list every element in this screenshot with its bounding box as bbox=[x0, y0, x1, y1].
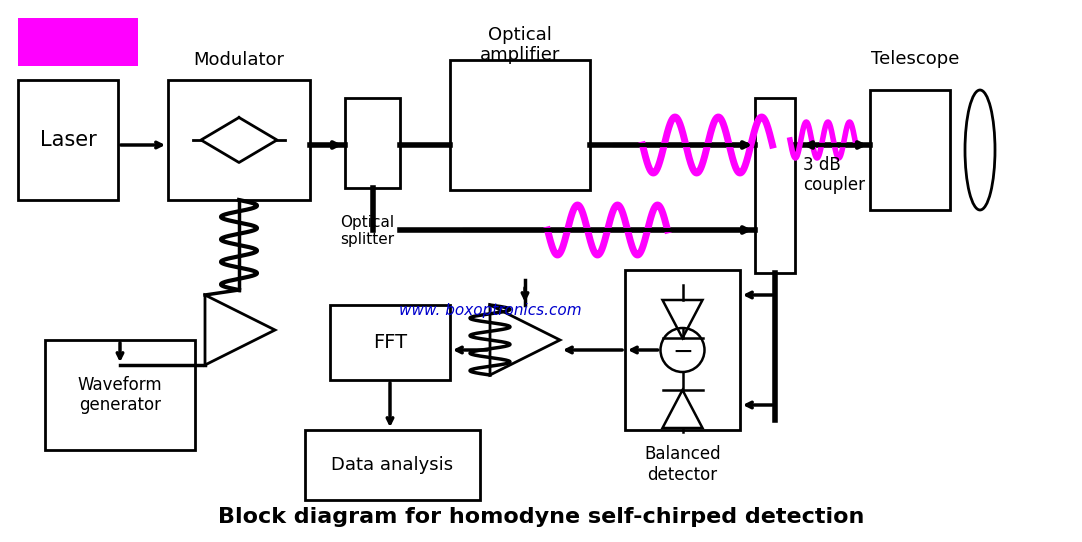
Text: www. boxoptronics.com: www. boxoptronics.com bbox=[398, 302, 581, 318]
Text: Data analysis: Data analysis bbox=[331, 456, 453, 474]
Bar bbox=[45, 340, 195, 450]
Text: Laser: Laser bbox=[40, 130, 96, 150]
Bar bbox=[450, 60, 590, 190]
Text: Telescope: Telescope bbox=[871, 50, 959, 68]
Text: FFT: FFT bbox=[373, 333, 407, 352]
Text: Waveform
generator: Waveform generator bbox=[78, 376, 162, 415]
Bar bbox=[625, 270, 740, 430]
Bar bbox=[755, 98, 795, 273]
Text: Block diagram for homodyne self-chirped detection: Block diagram for homodyne self-chirped … bbox=[217, 507, 865, 527]
Bar bbox=[330, 305, 450, 380]
Bar bbox=[870, 90, 950, 210]
Text: −: − bbox=[672, 340, 692, 364]
Ellipse shape bbox=[965, 90, 995, 210]
Text: Optical
amplifier: Optical amplifier bbox=[479, 25, 560, 64]
Text: Modulator: Modulator bbox=[194, 51, 285, 69]
Text: Optical
splitter: Optical splitter bbox=[340, 215, 394, 247]
Text: Balanced
detector: Balanced detector bbox=[644, 445, 721, 484]
Text: 3 dB
coupler: 3 dB coupler bbox=[803, 156, 865, 195]
Bar bbox=[18, 18, 138, 66]
Bar bbox=[345, 98, 400, 188]
Bar bbox=[305, 430, 480, 500]
Bar bbox=[168, 80, 311, 200]
Bar bbox=[18, 80, 118, 200]
